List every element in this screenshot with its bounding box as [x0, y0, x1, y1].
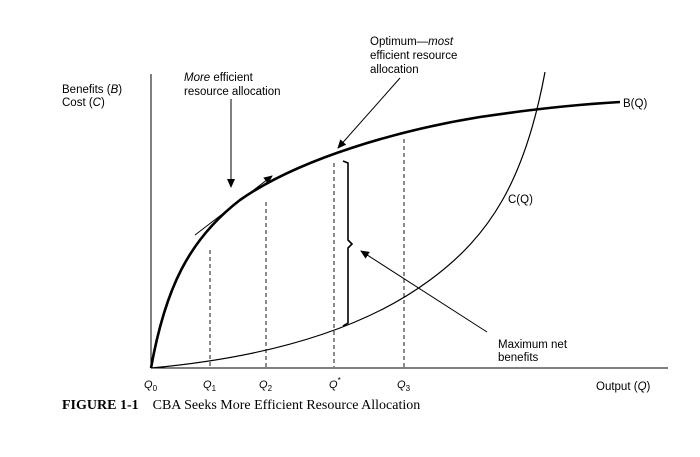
tick-q0: Q0 [144, 379, 158, 393]
y-axis-label-cost: Cost (C) [62, 97, 105, 109]
tick-qstar: Q* [329, 376, 341, 391]
optimum-label: Optimum—most [370, 36, 454, 48]
cost-curve [150, 71, 546, 369]
max-net-arrow [360, 250, 488, 333]
more-efficient-label-2: resource allocation [184, 86, 281, 98]
optimum-arrow [337, 77, 401, 149]
figure-title: CBA Seeks More Efficient Resource Alloca… [152, 398, 421, 413]
x-axis-label: Output (Q) [596, 381, 651, 393]
tick-q2: Q2 [259, 379, 273, 393]
tick-q3: Q3 [397, 379, 411, 393]
max-net-label: Maximum net [498, 339, 568, 351]
y-axis-label-benefits: Benefits (B) [62, 84, 122, 96]
more-efficient-label: More efficient [184, 72, 254, 84]
benefit-curve-label: B(Q) [623, 98, 647, 110]
cost-curve-label: C(Q) [508, 194, 533, 206]
tick-q1: Q1 [203, 379, 217, 393]
benefit-curve [149, 100, 621, 369]
net-benefit-brace [342, 160, 354, 327]
figure-number: FIGURE 1-1 [62, 398, 139, 413]
figure-caption: FIGURE 1-1 CBA Seeks More Efficient Resou… [62, 398, 420, 414]
optimum-label-3: allocation [370, 64, 419, 76]
max-net-label-2: benefits [498, 352, 539, 364]
direction-arrow [194, 175, 273, 236]
optimum-label-2: efficient resource [370, 50, 457, 62]
